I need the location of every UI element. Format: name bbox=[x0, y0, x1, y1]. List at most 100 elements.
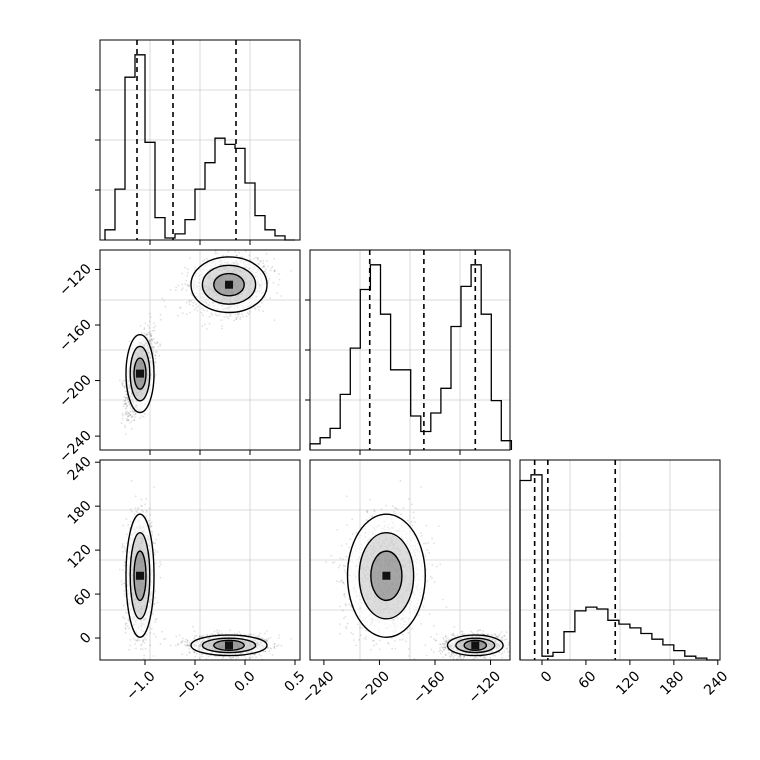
sample-point bbox=[127, 415, 130, 417]
sample-point bbox=[235, 254, 238, 257]
sample-point bbox=[126, 415, 129, 418]
sample-point bbox=[163, 638, 165, 640]
sample-point bbox=[186, 301, 188, 304]
sample-point bbox=[259, 305, 261, 308]
sample-point bbox=[208, 322, 211, 325]
sample-point bbox=[126, 413, 128, 416]
sample-point bbox=[233, 319, 236, 322]
sample-point bbox=[271, 265, 274, 268]
density-peak bbox=[136, 369, 144, 378]
sample-point bbox=[156, 341, 159, 344]
sample-point bbox=[139, 648, 142, 650]
sample-point bbox=[188, 284, 191, 286]
sample-point bbox=[154, 542, 157, 545]
sample-point bbox=[123, 564, 126, 566]
sample-point bbox=[121, 583, 123, 585]
sample-point bbox=[142, 510, 145, 513]
sample-point bbox=[164, 305, 167, 308]
sample-point bbox=[267, 279, 270, 282]
sample-point bbox=[159, 344, 162, 347]
sample-point bbox=[154, 549, 157, 552]
sample-point bbox=[152, 326, 155, 329]
sample-point bbox=[123, 379, 126, 382]
sample-point bbox=[122, 405, 125, 408]
sample-point bbox=[140, 415, 143, 417]
sample-point bbox=[189, 311, 191, 314]
sample-point bbox=[206, 310, 209, 312]
sample-point bbox=[124, 385, 126, 388]
sample-point bbox=[126, 410, 128, 413]
sample-point bbox=[238, 313, 241, 315]
sample-point bbox=[121, 384, 124, 386]
sample-point bbox=[169, 288, 172, 291]
sample-point bbox=[256, 256, 259, 259]
sample-point bbox=[156, 341, 159, 344]
sample-point bbox=[125, 412, 128, 415]
sample-point bbox=[262, 310, 264, 313]
sample-point bbox=[137, 506, 140, 509]
sample-point bbox=[126, 397, 129, 400]
sample-point bbox=[149, 513, 152, 516]
sample-point bbox=[154, 596, 156, 599]
sample-point bbox=[151, 338, 153, 341]
sample-point bbox=[181, 283, 184, 286]
sample-point bbox=[221, 325, 223, 327]
sample-point bbox=[128, 412, 130, 414]
sample-point bbox=[129, 422, 131, 424]
sample-point bbox=[273, 270, 276, 273]
sample-point bbox=[175, 635, 178, 638]
sample-point bbox=[127, 419, 130, 421]
sample-point bbox=[152, 346, 155, 349]
sample-point bbox=[280, 295, 283, 297]
sample-point bbox=[122, 524, 125, 527]
sample-point bbox=[121, 417, 124, 420]
sample-point bbox=[248, 254, 251, 257]
sample-point bbox=[127, 411, 129, 414]
sample-point bbox=[133, 513, 136, 516]
sample-point bbox=[124, 402, 127, 405]
sample-point bbox=[127, 398, 129, 401]
sample-point bbox=[180, 289, 183, 291]
sample-point bbox=[144, 503, 147, 506]
sample-point bbox=[158, 354, 161, 357]
sample-point bbox=[272, 281, 275, 284]
sample-point bbox=[121, 569, 124, 571]
sample-point bbox=[124, 433, 127, 435]
sample-point bbox=[124, 424, 126, 427]
sample-point bbox=[129, 508, 132, 511]
sample-point bbox=[145, 633, 148, 636]
sample-point bbox=[126, 533, 128, 536]
sample-point bbox=[277, 273, 280, 276]
sample-point bbox=[151, 340, 154, 342]
sample-point bbox=[235, 318, 238, 320]
sample-point bbox=[221, 632, 224, 635]
sample-point bbox=[121, 543, 124, 545]
sample-point bbox=[268, 650, 271, 652]
sample-point bbox=[262, 259, 265, 262]
sample-point bbox=[124, 400, 127, 403]
sample-point bbox=[278, 278, 281, 281]
sample-point bbox=[155, 374, 157, 376]
sample-point bbox=[259, 632, 261, 635]
sample-point bbox=[125, 622, 128, 624]
sample-point bbox=[184, 266, 186, 269]
sample-point bbox=[133, 410, 136, 413]
sample-point bbox=[154, 590, 157, 592]
sample-point bbox=[122, 551, 124, 553]
sample-point bbox=[128, 627, 130, 630]
sample-point bbox=[234, 313, 237, 316]
sample-point bbox=[150, 339, 152, 342]
sample-point bbox=[148, 312, 151, 315]
sample-point bbox=[123, 385, 126, 388]
sample-point bbox=[123, 617, 126, 620]
sample-point bbox=[241, 256, 244, 258]
sample-point bbox=[143, 641, 146, 644]
sample-point bbox=[153, 341, 156, 344]
sample-point bbox=[140, 331, 143, 334]
sample-point bbox=[125, 407, 128, 409]
sample-point bbox=[128, 414, 131, 417]
sample-point bbox=[126, 397, 129, 400]
sample-point bbox=[239, 318, 242, 321]
sample-point bbox=[269, 297, 271, 299]
sample-point bbox=[258, 309, 260, 311]
